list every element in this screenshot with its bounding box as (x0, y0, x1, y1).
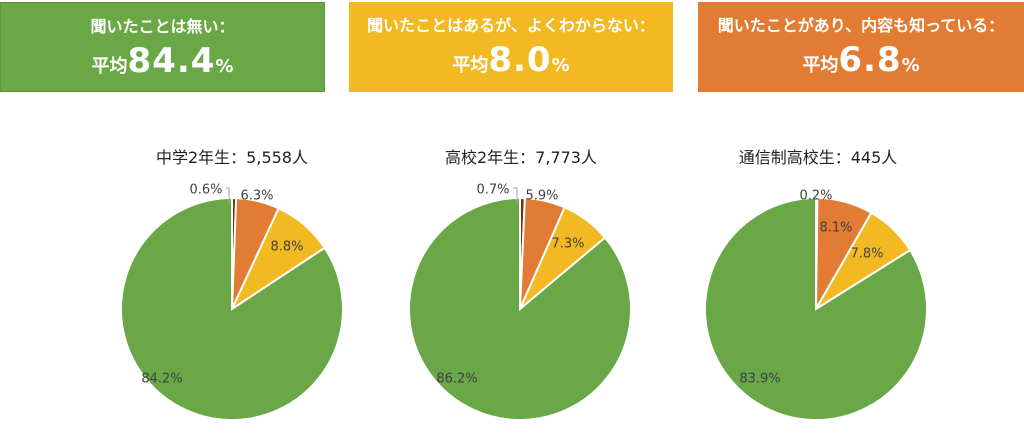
summary-card-heard-unclear: 聞いたことはあるが、よくわからない： 平均8.0% (349, 2, 673, 92)
pie-data-label-junior-high-0: 0.6% (189, 183, 222, 198)
pie-data-label-junior-high-3: 84.2% (141, 372, 182, 387)
pie-data-label-correspondence-1: 8.1% (819, 221, 852, 236)
average-unit: % (215, 56, 234, 77)
pie-slice-correspondence-3 (704, 196, 928, 421)
pie-slice-junior-high-3 (120, 196, 344, 421)
summary-card-label: 聞いたことがあり、内容も知っている： (717, 16, 1005, 35)
pie-data-label-junior-high-1: 6.3% (240, 189, 273, 204)
pie-title-junior-high: 中学2年生：5,558人 (156, 148, 308, 167)
pie-title-correspondence: 通信制高校生：445人 (738, 148, 898, 167)
average-value: 8.0 (488, 40, 552, 80)
pie-data-label-high-school-1: 5.9% (525, 189, 558, 204)
average-prefix: 平均 (91, 56, 128, 77)
pie-data-label-high-school-0: 0.7% (476, 183, 509, 198)
pie-title-high-school: 高校2年生：7,773人 (445, 148, 597, 167)
summary-card-average: 平均6.8% (698, 40, 1024, 86)
summary-card-label: 聞いたことはあるが、よくわからない： (367, 16, 655, 35)
pie-leader-line-high-school (513, 187, 518, 203)
pie-data-label-high-school-3: 86.2% (436, 372, 477, 387)
pie-data-label-correspondence-0: 0.2% (799, 189, 832, 204)
summary-card-average: 平均8.0% (349, 40, 673, 86)
average-unit: % (901, 55, 920, 76)
summary-card-heard-known: 聞いたことがあり、内容も知っている： 平均6.8% (698, 2, 1024, 92)
average-value: 6.8 (838, 40, 902, 80)
average-value: 84.4 (127, 41, 216, 81)
pie-slice-high-school-3 (408, 196, 632, 421)
average-prefix: 平均 (452, 55, 489, 76)
pie-data-label-correspondence-3: 83.9% (739, 372, 780, 387)
pie-leader-line-junior-high (226, 187, 230, 203)
pie-data-label-correspondence-2: 7.8% (850, 247, 883, 262)
summary-card-label: 聞いたことは無い： (90, 17, 235, 36)
summary-card-average: 平均84.4% (1, 41, 324, 87)
average-prefix: 平均 (802, 55, 839, 76)
summary-card-not-heard: 聞いたことは無い： 平均84.4% (0, 2, 325, 92)
pie-data-label-junior-high-2: 8.8% (270, 240, 303, 255)
average-unit: % (551, 55, 570, 76)
pie-data-label-high-school-2: 7.3% (551, 237, 584, 252)
